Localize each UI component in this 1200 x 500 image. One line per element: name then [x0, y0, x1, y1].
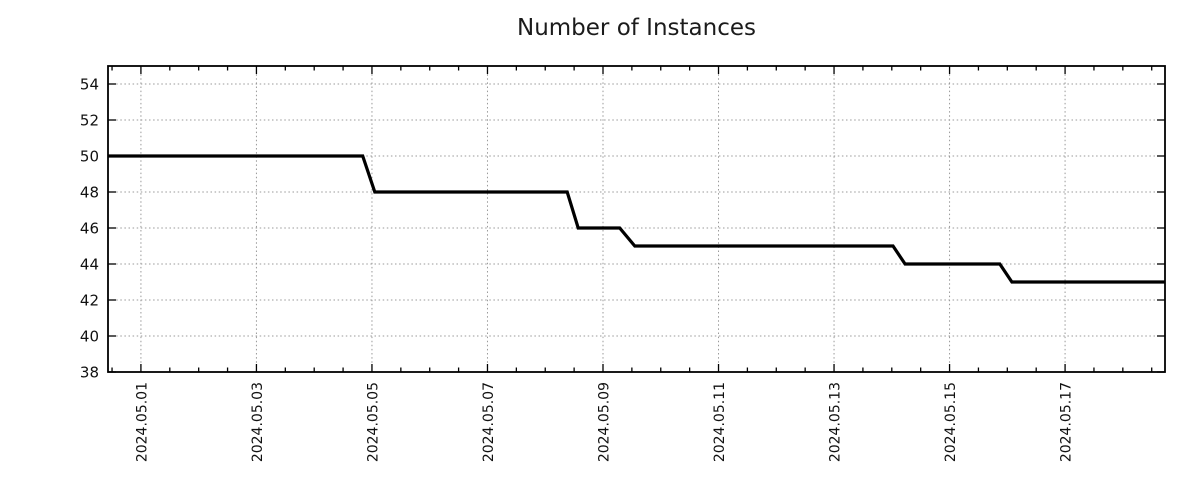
x-tick-label: 2024.05.09 [596, 382, 612, 462]
y-tick-label: 54 [80, 76, 99, 94]
x-tick-label: 2024.05.03 [250, 382, 266, 462]
y-tick-labels: 38 40 42 44 46 48 50 52 54 [80, 76, 99, 382]
y-tick-label: 46 [80, 220, 99, 238]
x-tick-label: 2024.05.07 [481, 382, 497, 462]
x-tick-label: 2024.05.17 [1059, 382, 1075, 462]
y-tick-label: 42 [80, 292, 99, 310]
axis-ticks [108, 66, 1165, 373]
y-tick-label: 44 [80, 256, 99, 274]
chart-title: Number of Instances [517, 15, 756, 41]
series [108, 154, 1165, 284]
y-tick-label: 38 [80, 364, 99, 382]
series-line-instances [108, 154, 1165, 284]
y-gridlines [108, 83, 1165, 337]
y-tick-label: 40 [80, 328, 99, 346]
x-tick-labels: 2024.05.01 2024.05.03 2024.05.05 2024.05.07… [134, 382, 1074, 462]
x-tick-label: 2024.05.13 [828, 382, 844, 462]
x-tick-label: 2024.05.05 [365, 382, 381, 462]
y-tick-label: 48 [80, 184, 99, 202]
y-tick-label: 52 [80, 112, 99, 130]
x-gridlines [140, 66, 1066, 372]
x-tick-label: 2024.05.11 [712, 382, 728, 462]
x-tick-label: 2024.05.01 [134, 382, 150, 462]
plot-border [107, 65, 1166, 373]
y-tick-label: 50 [80, 148, 99, 166]
x-tick-label: 2024.05.15 [943, 382, 959, 462]
